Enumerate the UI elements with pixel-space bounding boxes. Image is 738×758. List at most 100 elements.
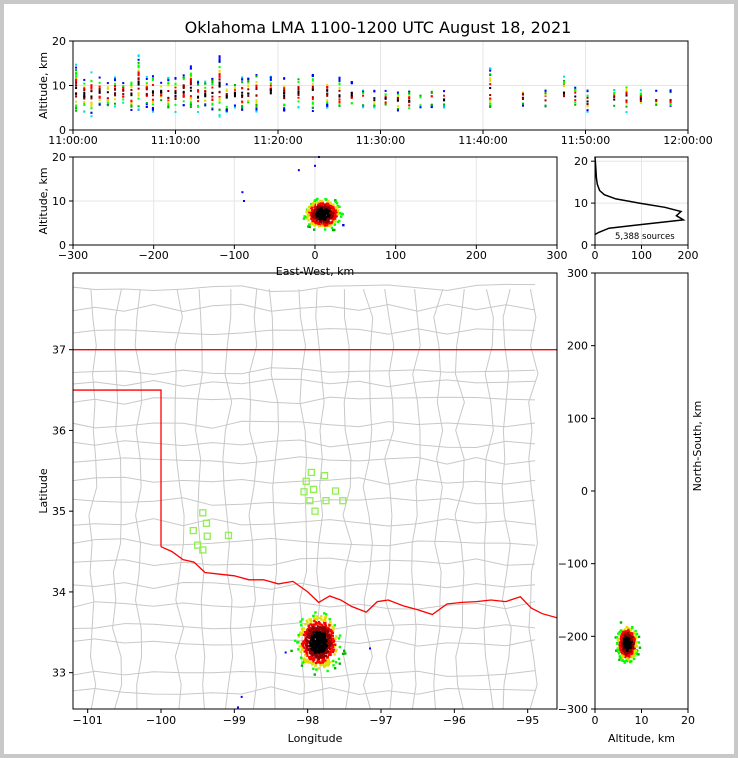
ns-source-point bbox=[617, 652, 621, 655]
time-altitude-source-point bbox=[98, 85, 101, 88]
time-altitude-source-point bbox=[297, 96, 300, 99]
plan-source-point bbox=[324, 662, 328, 665]
time-altitude-source-point bbox=[544, 104, 547, 107]
time-altitude-source-point bbox=[297, 86, 300, 89]
ew-source-point bbox=[313, 199, 316, 203]
time-altitude-source-point bbox=[225, 109, 228, 112]
plan-source-point bbox=[327, 646, 330, 649]
time-altitude-source-point bbox=[247, 78, 250, 81]
time-altitude-source-point bbox=[182, 93, 185, 96]
ew-source-point bbox=[333, 221, 336, 224]
ew-source-point bbox=[302, 217, 306, 220]
plan-source-point bbox=[321, 663, 325, 667]
plan-source-point bbox=[315, 631, 319, 635]
time-altitude-source-point bbox=[182, 91, 185, 94]
plan-source-point bbox=[328, 661, 331, 664]
plan-source-point bbox=[319, 641, 322, 645]
plan-source-point bbox=[326, 636, 330, 639]
time-altitude-source-point bbox=[489, 97, 492, 100]
ns-source-point bbox=[628, 634, 631, 638]
ns-source-point bbox=[626, 647, 629, 651]
lma-station-marker bbox=[339, 497, 347, 505]
ew-source-point bbox=[317, 222, 321, 225]
time-altitude-source-point bbox=[384, 103, 387, 106]
time-altitude-source-point bbox=[167, 79, 170, 82]
time-altitude-source-point bbox=[521, 104, 524, 107]
histogram-x-tick-label: 200 bbox=[678, 249, 699, 262]
time-altitude-source-point bbox=[613, 96, 616, 99]
ns-source-point bbox=[629, 643, 632, 647]
county-boundary bbox=[73, 518, 536, 527]
ew-source-point bbox=[319, 202, 322, 206]
time-altitude-source-point bbox=[211, 95, 214, 98]
time-altitude-source-point bbox=[90, 86, 93, 89]
plan-source-point bbox=[299, 656, 303, 659]
time-altitude-source-point bbox=[639, 98, 642, 101]
plan-source-point bbox=[326, 669, 329, 673]
time-altitude-source-point bbox=[574, 103, 577, 106]
time-altitude-source-point bbox=[419, 94, 422, 97]
lma-station-marker bbox=[309, 485, 318, 494]
time-altitude-source-point bbox=[255, 106, 258, 109]
ns-source-point bbox=[626, 657, 629, 660]
time-altitude-source-point bbox=[669, 99, 672, 102]
ns-source-point bbox=[630, 626, 634, 629]
ns-source-point bbox=[625, 642, 628, 646]
plan-source-point bbox=[300, 648, 304, 651]
plan-source-point bbox=[321, 650, 325, 653]
ew-source-point bbox=[313, 228, 316, 231]
time-altitude-source-point bbox=[98, 96, 101, 99]
time-altitude-source-point bbox=[233, 87, 236, 90]
ew-source-point bbox=[309, 213, 313, 217]
ns-source-point bbox=[622, 642, 626, 645]
ew-source-point bbox=[336, 206, 339, 209]
plan-source-point bbox=[301, 661, 304, 665]
plan-source-point bbox=[326, 628, 330, 632]
time-altitude-source-point bbox=[233, 106, 236, 109]
ew-source-point bbox=[308, 223, 311, 227]
ew-source-point bbox=[317, 225, 321, 228]
time-altitude-source-point bbox=[98, 103, 101, 106]
time-altitude-source-point bbox=[75, 71, 78, 74]
ew-source-point bbox=[306, 217, 309, 220]
time-altitude-source-point bbox=[639, 100, 642, 103]
time-altitude-source-point bbox=[145, 86, 148, 89]
time-altitude-source-point bbox=[218, 73, 221, 76]
time-altitude-source-point bbox=[75, 92, 78, 95]
time-altitude-source-point bbox=[189, 89, 192, 92]
county-boundary bbox=[73, 537, 536, 547]
plan-source-point bbox=[312, 654, 315, 657]
time-altitude-source-point bbox=[241, 108, 244, 111]
time-altitude-source-point bbox=[137, 70, 140, 73]
ew-source-point bbox=[318, 214, 321, 217]
ew-source-point bbox=[312, 212, 315, 215]
time-altitude-source-point bbox=[311, 87, 314, 90]
time-altitude-source-point bbox=[283, 109, 286, 112]
ew-source-point bbox=[306, 213, 310, 216]
source-count-label: 5,388 sources bbox=[615, 232, 675, 242]
ns-source-point bbox=[620, 641, 624, 644]
time-altitude-source-point bbox=[613, 94, 616, 97]
county-boundary bbox=[174, 289, 185, 709]
plan-source-point bbox=[308, 626, 311, 630]
time-altitude-source-point bbox=[137, 94, 140, 97]
ew-source-point bbox=[334, 206, 338, 210]
time-altitude-source-point bbox=[521, 91, 524, 94]
time-altitude-source-point bbox=[83, 78, 86, 81]
time-tick-label: 11:30:00 bbox=[356, 134, 405, 147]
time-altitude-source-point bbox=[586, 103, 589, 106]
time-altitude-source-point bbox=[255, 102, 258, 105]
time-altitude-source-point bbox=[83, 96, 86, 99]
ew-source-point bbox=[329, 211, 332, 215]
ew-outlier-point bbox=[314, 164, 316, 167]
time-altitude-source-point bbox=[151, 106, 154, 109]
time-altitude-source-point bbox=[562, 82, 565, 85]
plan-source-point bbox=[329, 651, 332, 655]
time-altitude-source-point bbox=[182, 84, 185, 87]
ns-source-point bbox=[626, 634, 630, 637]
plan-source-point bbox=[301, 618, 304, 621]
plan-source-point bbox=[316, 640, 320, 643]
plan-source-point bbox=[323, 634, 326, 638]
time-altitude-source-point bbox=[182, 100, 185, 103]
ew-source-point bbox=[320, 210, 324, 213]
